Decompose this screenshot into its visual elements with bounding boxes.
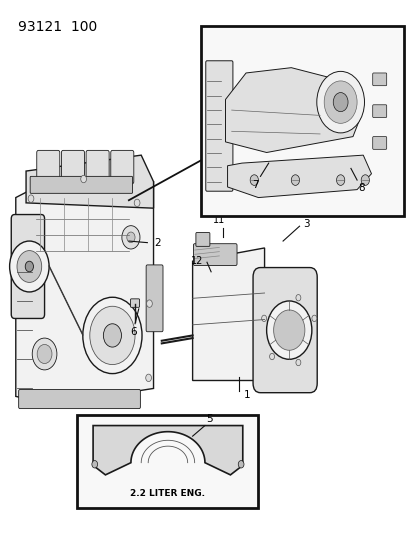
Circle shape bbox=[37, 344, 52, 364]
Text: 7: 7 bbox=[251, 180, 258, 190]
FancyBboxPatch shape bbox=[130, 299, 139, 308]
Circle shape bbox=[295, 359, 300, 366]
Circle shape bbox=[145, 374, 151, 382]
Circle shape bbox=[28, 195, 34, 203]
Circle shape bbox=[25, 261, 33, 272]
Bar bbox=[200, 26, 404, 216]
Text: 12: 12 bbox=[190, 256, 202, 266]
Circle shape bbox=[336, 175, 344, 185]
Circle shape bbox=[360, 175, 368, 185]
Polygon shape bbox=[16, 171, 153, 405]
Circle shape bbox=[323, 81, 356, 123]
Bar bbox=[77, 415, 258, 508]
Circle shape bbox=[126, 232, 135, 243]
Text: 93121  100: 93121 100 bbox=[18, 20, 97, 34]
Circle shape bbox=[332, 93, 347, 112]
Text: 1: 1 bbox=[243, 390, 250, 400]
Circle shape bbox=[17, 251, 42, 282]
Polygon shape bbox=[192, 248, 264, 381]
Text: 2.2 LITER ENG.: 2.2 LITER ENG. bbox=[130, 489, 205, 498]
Circle shape bbox=[134, 199, 140, 207]
Polygon shape bbox=[227, 155, 370, 198]
FancyBboxPatch shape bbox=[372, 105, 386, 117]
Circle shape bbox=[295, 295, 300, 301]
FancyBboxPatch shape bbox=[195, 232, 209, 246]
Polygon shape bbox=[26, 155, 153, 208]
Text: 5: 5 bbox=[206, 414, 213, 424]
FancyBboxPatch shape bbox=[111, 150, 133, 184]
Text: 3: 3 bbox=[303, 219, 309, 229]
Polygon shape bbox=[93, 425, 242, 475]
Circle shape bbox=[92, 461, 97, 468]
Circle shape bbox=[291, 175, 299, 185]
FancyBboxPatch shape bbox=[37, 150, 59, 184]
Circle shape bbox=[266, 301, 311, 359]
FancyBboxPatch shape bbox=[86, 150, 109, 184]
Circle shape bbox=[83, 297, 142, 374]
Polygon shape bbox=[225, 68, 362, 152]
Circle shape bbox=[121, 225, 140, 249]
Text: 8: 8 bbox=[357, 183, 363, 193]
Circle shape bbox=[273, 310, 304, 350]
Circle shape bbox=[103, 324, 121, 347]
FancyBboxPatch shape bbox=[61, 150, 84, 184]
FancyBboxPatch shape bbox=[193, 244, 237, 265]
Text: 11: 11 bbox=[213, 215, 225, 225]
Circle shape bbox=[261, 315, 266, 321]
Circle shape bbox=[269, 353, 274, 360]
Circle shape bbox=[81, 175, 86, 183]
Circle shape bbox=[237, 461, 243, 468]
Text: 6: 6 bbox=[130, 327, 137, 337]
FancyBboxPatch shape bbox=[30, 176, 132, 193]
FancyBboxPatch shape bbox=[11, 215, 45, 318]
Circle shape bbox=[311, 315, 316, 321]
Text: 2: 2 bbox=[154, 238, 161, 248]
Circle shape bbox=[146, 300, 152, 308]
FancyBboxPatch shape bbox=[205, 61, 233, 191]
FancyBboxPatch shape bbox=[19, 390, 140, 409]
Circle shape bbox=[90, 306, 135, 365]
FancyBboxPatch shape bbox=[146, 265, 163, 332]
Circle shape bbox=[249, 175, 258, 185]
FancyBboxPatch shape bbox=[372, 73, 386, 86]
Circle shape bbox=[9, 241, 49, 292]
FancyBboxPatch shape bbox=[252, 268, 316, 393]
Circle shape bbox=[316, 71, 363, 133]
FancyBboxPatch shape bbox=[372, 136, 386, 149]
Circle shape bbox=[32, 338, 57, 370]
